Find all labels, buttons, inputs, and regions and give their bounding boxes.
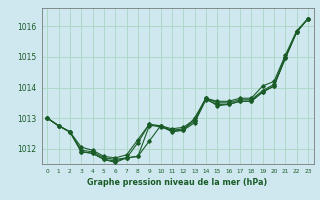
X-axis label: Graphe pression niveau de la mer (hPa): Graphe pression niveau de la mer (hPa): [87, 178, 268, 187]
